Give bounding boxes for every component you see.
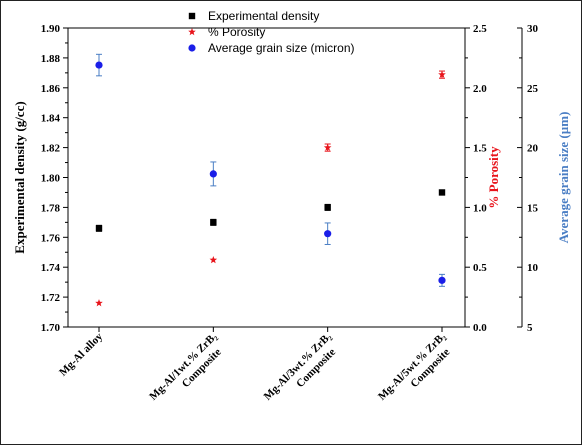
porosity-axis-title: % Porosity	[486, 146, 501, 209]
grain-size-tick-label: 15	[527, 202, 539, 214]
porosity-tick-label: 1.0	[473, 202, 487, 214]
plot-area	[67, 27, 466, 328]
data-marks	[95, 53, 446, 307]
left-tick-label: 1.70	[41, 322, 61, 334]
left-tick-label: 1.86	[41, 83, 61, 95]
left-tick-label: 1.78	[41, 202, 61, 214]
grain-size-tick-label: 30	[527, 23, 539, 35]
category-label-line1: Mg-Al alloy	[57, 330, 105, 378]
porosity-tick-label: 0.0	[473, 322, 487, 334]
grain-size-tick-label: 5	[527, 322, 533, 334]
left-tick-label: 1.74	[41, 262, 61, 274]
grain-size-axis: 5 10 15 20 25 30	[517, 23, 539, 334]
left-tick-label: 1.88	[41, 53, 61, 65]
legend-marker	[188, 12, 196, 20]
left-tick-label: 1.82	[41, 143, 61, 155]
data-point	[323, 143, 332, 151]
legend-marker	[188, 44, 196, 52]
left-axis: 1.70 1.72 1.74 1.76 1.78 1.80 1.82 1.84 1.86 1.88…	[41, 23, 68, 334]
left-tick-label: 1.90	[41, 23, 61, 35]
porosity-axis: 0.0 0.5 1.0 1.5 2.0 2.5	[465, 23, 487, 334]
data-point	[324, 204, 331, 211]
data-point	[95, 61, 103, 69]
left-tick-label: 1.76	[41, 232, 61, 244]
porosity-tick-label: 2.5	[473, 23, 487, 35]
category-label: Mg-Al alloy	[57, 330, 105, 378]
porosity-tick-label: 2.0	[473, 83, 487, 95]
left-tick-label: 1.72	[41, 292, 61, 304]
legend-label: % Porosity	[208, 25, 265, 39]
data-point	[95, 225, 103, 232]
porosity-tick-label: 0.5	[473, 262, 487, 274]
left-tick-label: 1.80	[41, 173, 61, 185]
porosity-tick-label: 1.5	[473, 143, 487, 155]
data-point	[209, 256, 218, 264]
legend-label: Experimental density	[208, 9, 319, 23]
grain-size-tick-label: 25	[527, 83, 539, 95]
grain-size-axis-title: Average grain size (µm)	[556, 112, 571, 244]
data-point	[438, 276, 446, 284]
data-point	[210, 219, 217, 226]
data-point	[209, 170, 217, 178]
legend: Experimental density % Porosity Average gr…	[188, 9, 355, 55]
data-point	[438, 70, 446, 78]
grain-size-tick-label: 10	[527, 262, 539, 274]
data-point	[95, 299, 103, 307]
legend-label: Average grain size (micron)	[208, 41, 355, 55]
legend-marker	[188, 28, 196, 36]
grain-size-tick-label: 20	[527, 143, 539, 155]
data-point	[438, 189, 446, 196]
data-point	[324, 230, 332, 238]
left-axis-title: Experimental density (g/cc)	[12, 101, 27, 253]
left-tick-label: 1.84	[41, 113, 61, 125]
